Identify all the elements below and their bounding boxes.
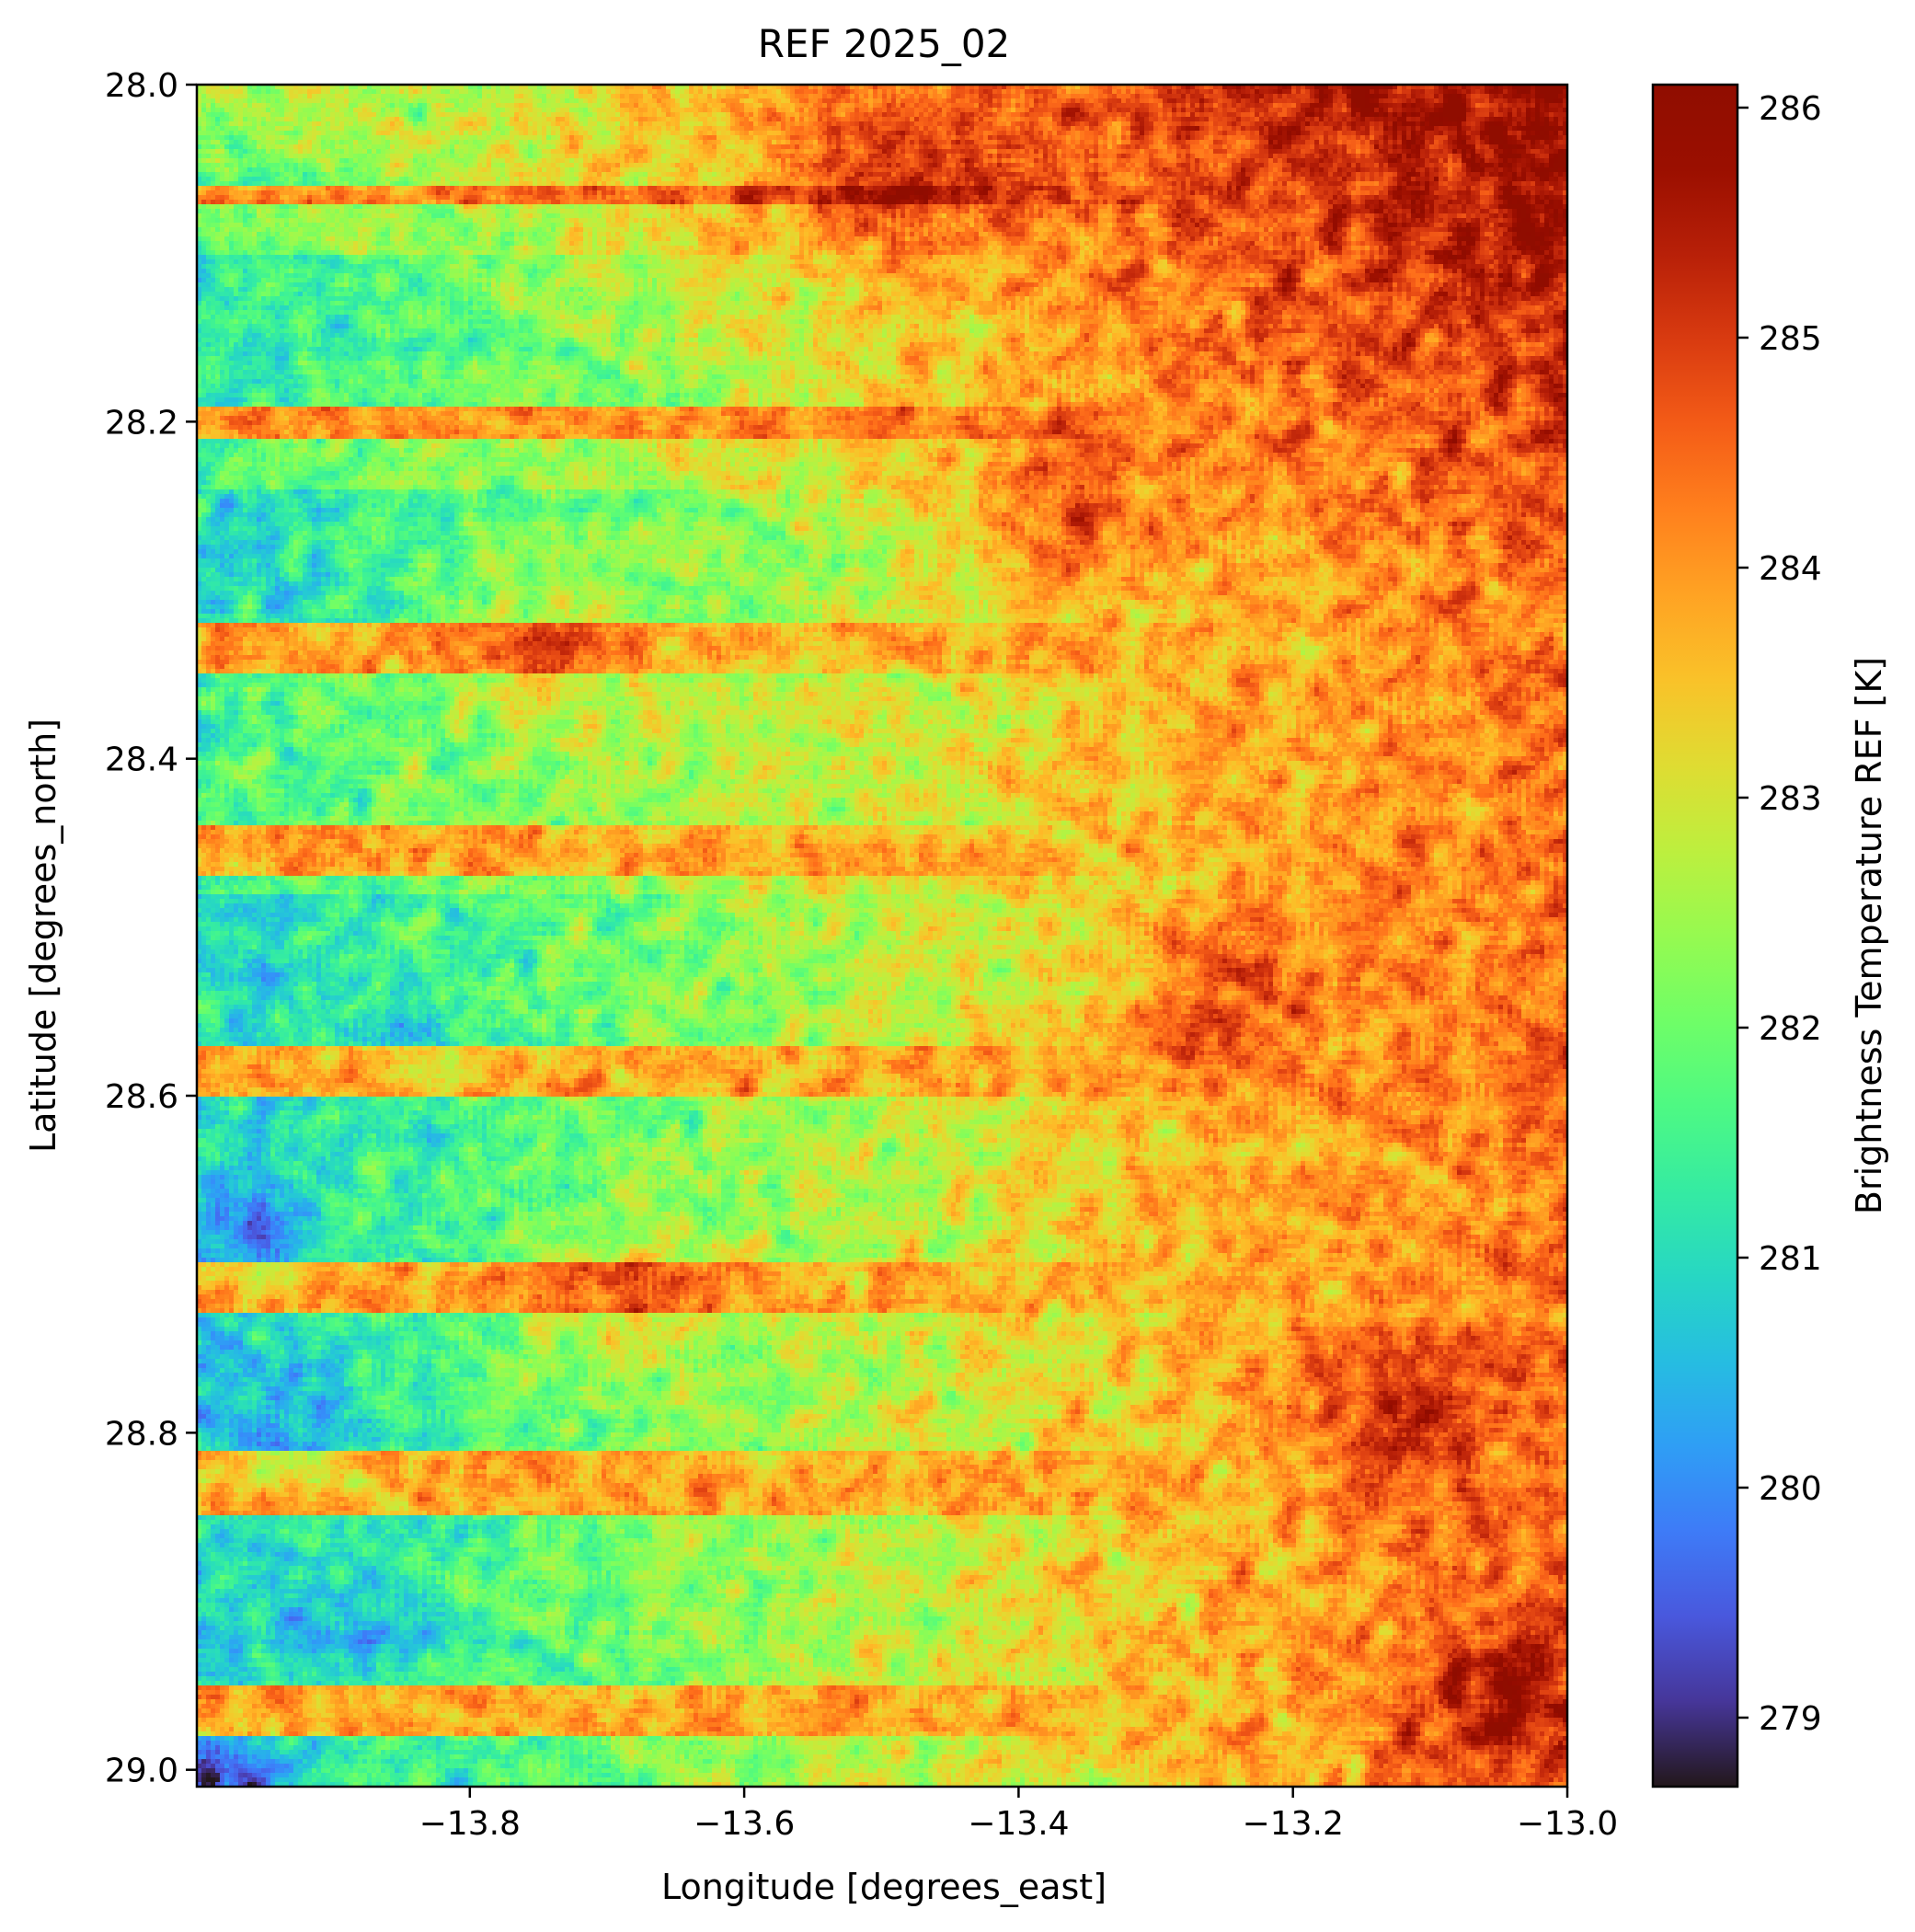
x-tick-label: −13.4 [968,1805,1069,1843]
colorbar-label: Brightness Temperature REF [K] [1849,657,1889,1214]
y-axis-label: Latitude [degrees_north] [23,719,63,1153]
plot-frame [195,83,1569,1788]
heatmap-panel [195,83,1569,1788]
y-tick-label: 28.0 [105,67,178,105]
x-tick-label: −13.0 [1517,1805,1618,1843]
colorbar-tick-label: 282 [1759,1010,1822,1048]
x-tick-label: −13.8 [419,1805,521,1843]
colorbar-tick-label: 280 [1759,1470,1822,1508]
chart-title: REF 2025_02 [758,21,1011,66]
x-tick-label: −13.2 [1243,1805,1344,1843]
y-tick-label: 29.0 [105,1753,178,1790]
y-tick-label: 28.4 [105,742,178,779]
heatmap-image [197,85,1567,1787]
x-axis-label: Longitude [degrees_east] [661,1867,1107,1907]
colorbar-gradient [1651,83,1739,1788]
colorbar-tick-label: 281 [1759,1240,1822,1278]
x-axis: −13.8 −13.6 −13.4 −13.2 −13.0 [419,1787,1618,1843]
colorbar-tick-label: 286 [1759,90,1822,128]
y-axis: 28.0 28.2 28.4 28.6 28.8 29.0 [105,67,197,1790]
x-tick-label: −13.6 [694,1805,795,1843]
colorbar-tick-label: 283 [1759,780,1822,818]
y-tick-label: 28.2 [105,404,178,442]
colorbar-tick-label: 285 [1759,320,1822,358]
colorbar-tick-label: 279 [1759,1700,1822,1738]
y-tick-label: 28.6 [105,1078,178,1116]
colorbar-ticks: 279 280 281 282 283 284 285 286 [1737,90,1822,1738]
colorbar: 279 280 281 282 283 284 285 286 Brightness Temp… [1651,83,1889,1788]
y-tick-label: 28.8 [105,1415,178,1453]
colorbar-tick-label: 284 [1759,550,1822,588]
